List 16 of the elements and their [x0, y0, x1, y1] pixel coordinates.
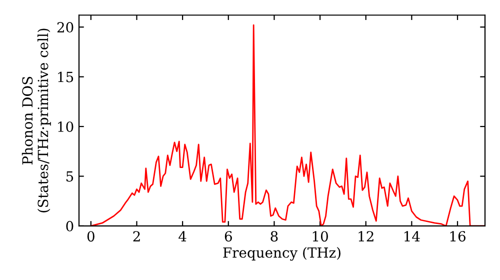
y-tick-label: 20	[57, 22, 74, 33]
y-tick-label: 0	[66, 220, 74, 232]
x-tick-label: 0	[87, 231, 94, 242]
x-tick-label: 14	[404, 231, 420, 242]
x-tick-label: 12	[358, 231, 374, 242]
x-tick-label: 8	[270, 231, 278, 242]
y-axis-title: Phonon DOS (States/THz·primitive cell)	[22, 28, 51, 212]
x-tick-label: 4	[178, 231, 186, 242]
x-axis-title: Frequency (THz)	[223, 247, 340, 261]
y-tick-label: 10	[58, 121, 74, 132]
x-tick-label: 10	[312, 231, 328, 242]
y-tick-label: 15	[58, 72, 74, 82]
y-tick-label: 5	[66, 171, 74, 182]
x-tick-label: 6	[224, 231, 232, 242]
x-tick-label: 2	[133, 231, 140, 242]
x-tick-label: 16	[450, 231, 466, 242]
